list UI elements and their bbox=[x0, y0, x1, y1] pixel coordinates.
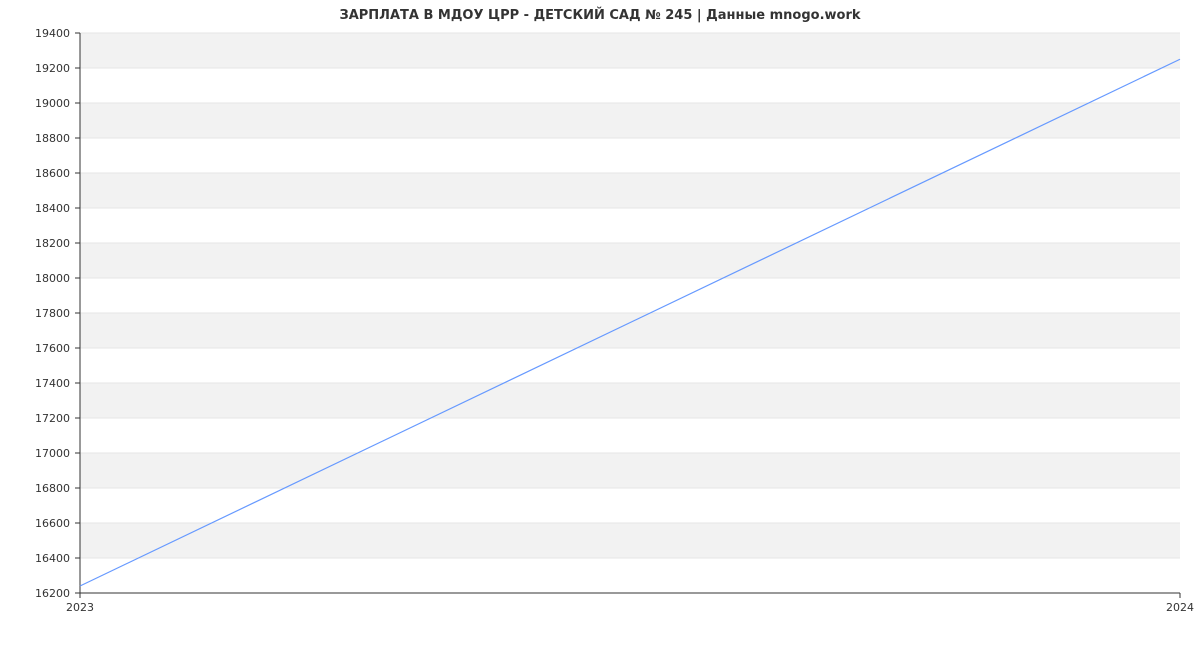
chart-title: ЗАРПЛАТА В МДОУ ЦРР - ДЕТСКИЙ САД № 245 … bbox=[0, 0, 1200, 23]
svg-text:2024: 2024 bbox=[1166, 601, 1194, 614]
svg-text:16400: 16400 bbox=[35, 552, 70, 565]
svg-text:2023: 2023 bbox=[66, 601, 94, 614]
chart-container: 16200 16400 16600 16800 17000 17200 17400 17600… bbox=[0, 23, 1200, 647]
svg-text:17400: 17400 bbox=[35, 377, 70, 390]
svg-text:17000: 17000 bbox=[35, 447, 70, 460]
line-chart: 16200 16400 16600 16800 17000 17200 17400 17600… bbox=[0, 23, 1200, 643]
svg-text:16800: 16800 bbox=[35, 482, 70, 495]
svg-text:16600: 16600 bbox=[35, 517, 70, 530]
svg-text:19000: 19000 bbox=[35, 97, 70, 110]
svg-text:17600: 17600 bbox=[35, 342, 70, 355]
svg-text:18000: 18000 bbox=[35, 272, 70, 285]
svg-text:17800: 17800 bbox=[35, 307, 70, 320]
svg-text:16200: 16200 bbox=[35, 587, 70, 600]
svg-text:18200: 18200 bbox=[35, 237, 70, 250]
svg-text:19200: 19200 bbox=[35, 62, 70, 75]
svg-text:18400: 18400 bbox=[35, 202, 70, 215]
svg-text:17200: 17200 bbox=[35, 412, 70, 425]
svg-text:18600: 18600 bbox=[35, 167, 70, 180]
svg-text:19400: 19400 bbox=[35, 27, 70, 40]
svg-text:18800: 18800 bbox=[35, 132, 70, 145]
